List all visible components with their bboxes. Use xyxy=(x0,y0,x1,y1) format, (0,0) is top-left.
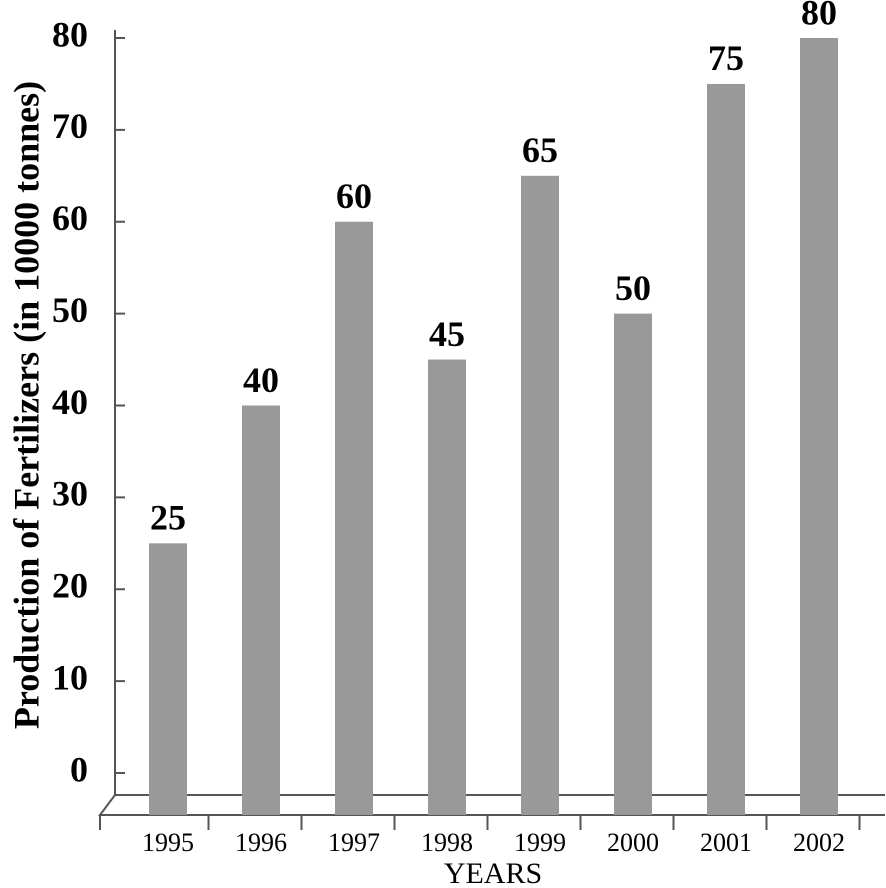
data-label: 40 xyxy=(243,360,279,400)
y-axis-title: Production of Fertilizers (in 10000 tonn… xyxy=(6,81,46,729)
data-label: 75 xyxy=(708,38,744,78)
y-tick-label: 10 xyxy=(52,657,88,697)
bar xyxy=(614,313,652,815)
floor-front xyxy=(98,794,885,816)
y-tick-label: 80 xyxy=(52,14,88,54)
data-label: 60 xyxy=(336,176,372,216)
y-tick-label: 30 xyxy=(52,474,88,514)
bar xyxy=(428,359,466,815)
data-label: 80 xyxy=(801,0,837,32)
bar xyxy=(521,175,559,815)
y-tick-label: 50 xyxy=(52,290,88,330)
y-tick-label: 0 xyxy=(70,749,88,789)
data-label: 65 xyxy=(522,130,558,170)
bar xyxy=(149,543,187,815)
floor xyxy=(98,30,885,830)
x-tick-label: 1995 xyxy=(142,828,194,857)
bar xyxy=(335,221,373,815)
data-label: 25 xyxy=(150,498,186,538)
y-tick-label: 40 xyxy=(52,382,88,422)
x-tick-label: 1996 xyxy=(235,828,287,857)
bar xyxy=(800,38,838,815)
bar xyxy=(242,405,280,815)
data-label: 50 xyxy=(615,268,651,308)
y-tick-label: 70 xyxy=(52,106,88,146)
x-tick-label: 1998 xyxy=(421,828,473,857)
x-tick-label: 1999 xyxy=(514,828,566,857)
data-label: 45 xyxy=(429,314,465,354)
y-tick-label: 20 xyxy=(52,566,88,606)
x-tick-label: 2001 xyxy=(700,828,752,857)
x-tick-label: 1997 xyxy=(328,828,380,857)
x-tick-label: 2000 xyxy=(607,828,659,857)
y-tick-label: 60 xyxy=(52,198,88,238)
bar xyxy=(707,83,745,815)
x-axis-title: YEARS xyxy=(444,857,542,888)
x-tick-label: 2002 xyxy=(793,828,845,857)
